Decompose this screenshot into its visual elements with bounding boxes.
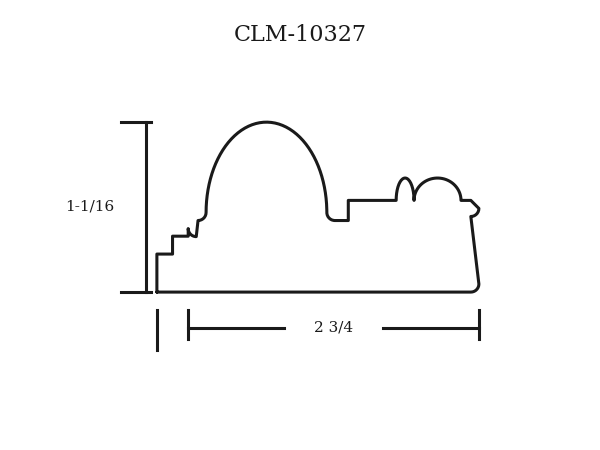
Text: 2 3/4: 2 3/4: [314, 321, 353, 335]
Text: CLM-10327: CLM-10327: [233, 24, 367, 46]
Text: 1-1/16: 1-1/16: [65, 199, 115, 213]
